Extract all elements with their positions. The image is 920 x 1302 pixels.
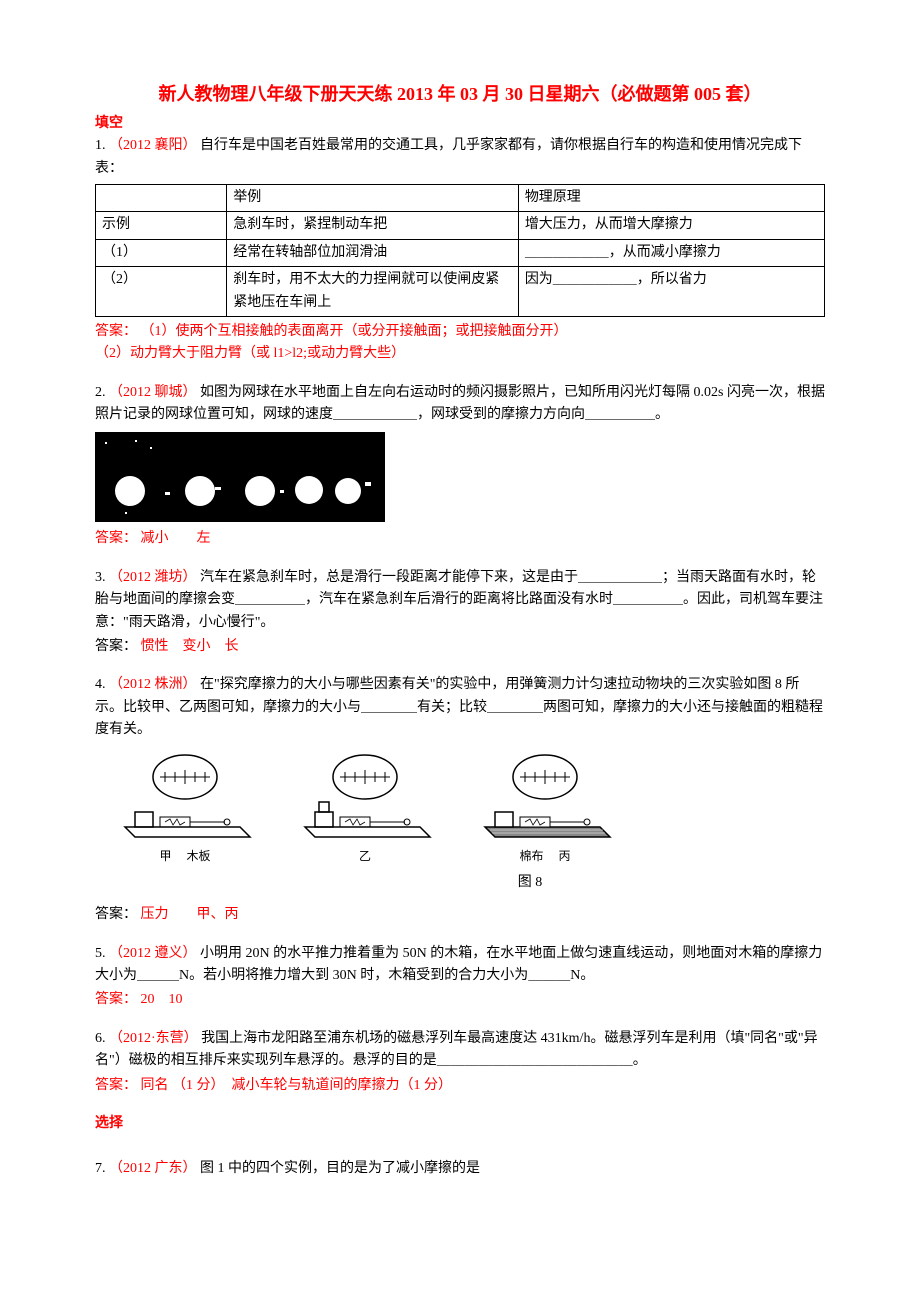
q1-num: 1. xyxy=(95,138,106,153)
label-bing: 丙 xyxy=(559,849,571,863)
q6-answer: 同名 （1 分） 减小车轮与轨道间的摩擦力（1 分） xyxy=(141,1078,453,1093)
q5-answer: 20 10 xyxy=(141,992,183,1007)
experiment-svg-a xyxy=(115,752,255,847)
section-choice: 选择 xyxy=(95,1113,825,1135)
q4-num: 4. xyxy=(95,677,106,692)
q1-table: 举例 物理原理 示例 急刹车时，紧捏制动车把 增大压力，从而增大摩擦力 （1） … xyxy=(95,184,825,317)
q3-answer: 惯性 变小 长 xyxy=(141,639,239,654)
noise-dot xyxy=(150,447,152,449)
q6-text: 我国上海市龙阳路至浦东机场的磁悬浮列车最高速度达 431km/h。磁悬浮列车是利… xyxy=(95,1031,818,1068)
q3-source: （2012 潍坊） xyxy=(109,570,197,585)
q6-num: 6. xyxy=(95,1031,106,1046)
exp-b: 乙 xyxy=(295,752,435,866)
cell xyxy=(96,184,227,211)
ball-1 xyxy=(115,476,145,506)
q1-answer-line1: 答案： （1）使两个互相接触的表面离开（或分开接触面；或把接触面分开） xyxy=(95,321,825,343)
exp-label-a: 甲 木板 xyxy=(159,847,210,866)
answer-label: 答案： xyxy=(95,1078,137,1093)
cell: 急刹车时，紧捏制动车把 xyxy=(227,212,519,239)
noise-dot xyxy=(165,492,170,495)
noise-dot xyxy=(125,512,127,514)
q3-num: 3. xyxy=(95,570,106,585)
q4-answer-line: 答案： 压力 甲、丙 xyxy=(95,904,825,926)
fig8-label: 图 8 xyxy=(235,872,825,894)
cell: （2） xyxy=(96,267,227,317)
noise-dot xyxy=(280,490,284,493)
cell: 刹车时，用不太大的力捏闸就可以使闸皮紧紧地压在车闸上 xyxy=(227,267,519,317)
question-5: 5. （2012 遵义） 小明用 20N 的水平推力推着重为 50N 的木箱，在… xyxy=(95,943,825,1012)
q5-num: 5. xyxy=(95,946,106,961)
answer-label: 答案： xyxy=(95,324,137,339)
q3-answer-line: 答案： 惯性 变小 长 xyxy=(95,636,825,658)
q7-num: 7. xyxy=(95,1161,106,1176)
experiment-svg-c xyxy=(475,752,615,847)
cell: 示例 xyxy=(96,212,227,239)
cell: 经常在转轴部位加润滑油 xyxy=(227,239,519,266)
q6-answer-line: 答案： 同名 （1 分） 减小车轮与轨道间的摩擦力（1 分） xyxy=(95,1075,825,1097)
cell: 增大压力，从而增大摩擦力 xyxy=(518,212,824,239)
noise-dot xyxy=(105,442,107,444)
q4-text: 在"探究摩擦力的大小与哪些因素有关"的实验中，用弹簧测力计匀速拉动物块的三次实验… xyxy=(95,677,823,737)
answer-label: 答案： xyxy=(95,907,137,922)
noise-dot xyxy=(215,487,221,490)
answer-label: 答案： xyxy=(95,531,137,546)
exp-label-c: 棉布 丙 xyxy=(519,847,570,866)
q4-source: （2012 株洲） xyxy=(109,677,197,692)
experiment-svg-b xyxy=(295,752,435,847)
table-row: 举例 物理原理 xyxy=(96,184,825,211)
answer-label: 答案： xyxy=(95,992,137,1007)
noise-dot xyxy=(365,482,371,486)
answer-label: 答案： xyxy=(95,639,137,654)
strobe-photo xyxy=(95,432,385,522)
question-1: 1. （2012 襄阳） 自行车是中国老百姓最常用的交通工具，几乎家家都有，请你… xyxy=(95,135,825,366)
q6-source: （2012·东营） xyxy=(109,1031,198,1046)
cell: 举例 xyxy=(227,184,519,211)
q4-figures: 甲 木板 乙 xyxy=(115,752,825,866)
q1-answer1: （1）使两个互相接触的表面离开（或分开接触面；或把接触面分开） xyxy=(141,324,568,339)
q2-source: （2012 聊城） xyxy=(109,385,197,400)
question-4: 4. （2012 株洲） 在"探究摩擦力的大小与哪些因素有关"的实验中，用弹簧测… xyxy=(95,674,825,926)
q1-source: （2012 襄阳） xyxy=(109,138,197,153)
section-fill: 填空 xyxy=(95,113,825,135)
label-jia: 甲 xyxy=(159,849,171,863)
q2-answer-line: 答案： 减小 左 xyxy=(95,528,825,550)
q2-image xyxy=(95,432,825,522)
q7-source: （2012 广东） xyxy=(109,1161,197,1176)
exp-c: 棉布 丙 xyxy=(475,752,615,866)
question-2: 2. （2012 聊城） 如图为网球在水平地面上自左向右运动时的频闪摄影照片，已… xyxy=(95,382,825,551)
ball-5 xyxy=(335,478,361,504)
cell: （1） xyxy=(96,239,227,266)
table-row: （2） 刹车时，用不太大的力捏闸就可以使闸皮紧紧地压在车闸上 因为＿＿＿＿＿＿，… xyxy=(96,267,825,317)
q5-source: （2012 遵义） xyxy=(109,946,197,961)
page-title: 新人教物理八年级下册天天练 2013 年 03 月 30 日星期六（必做题第 0… xyxy=(95,80,825,109)
exp-label-b: 乙 xyxy=(359,847,371,866)
exp-a: 甲 木板 xyxy=(115,752,255,866)
noise-dot xyxy=(135,440,137,442)
question-7: 7. （2012 广东） 图 1 中的四个实例，目的是为了减小摩擦的是 xyxy=(95,1158,825,1180)
table-row: （1） 经常在转轴部位加润滑油 ＿＿＿＿＿＿，从而减小摩擦力 xyxy=(96,239,825,266)
q2-text: 如图为网球在水平地面上自左向右运动时的频闪摄影照片，已知所用闪光灯每隔 0.02… xyxy=(95,385,825,422)
cell: ＿＿＿＿＿＿，从而减小摩擦力 xyxy=(518,239,824,266)
q5-answer-line: 答案： 20 10 xyxy=(95,989,825,1011)
ball-3 xyxy=(245,476,275,506)
cell: 因为＿＿＿＿＿＿，所以省力 xyxy=(518,267,824,317)
cell: 物理原理 xyxy=(518,184,824,211)
q7-text: 图 1 中的四个实例，目的是为了减小摩擦的是 xyxy=(200,1161,480,1176)
label-wood: 木板 xyxy=(187,849,211,863)
label-cotton: 棉布 xyxy=(519,849,543,863)
question-3: 3. （2012 潍坊） 汽车在紧急刹车时，总是滑行一段距离才能停下来，这是由于… xyxy=(95,567,825,659)
ball-2 xyxy=(185,476,215,506)
q1-text: 自行车是中国老百姓最常用的交通工具，几乎家家都有，请你根据自行车的构造和使用情况… xyxy=(95,138,802,175)
ball-4 xyxy=(295,476,323,504)
table-row: 示例 急刹车时，紧捏制动车把 增大压力，从而增大摩擦力 xyxy=(96,212,825,239)
q1-answer2: （2）动力臂大于阻力臂（或 l1>l2;或动力臂大些） xyxy=(95,343,825,365)
q5-text: 小明用 20N 的水平推力推着重为 50N 的木箱，在水平地面上做匀速直线运动，… xyxy=(95,946,822,983)
q2-num: 2. xyxy=(95,385,106,400)
question-6: 6. （2012·东营） 我国上海市龙阳路至浦东机场的磁悬浮列车最高速度达 43… xyxy=(95,1028,825,1097)
q4-answer: 压力 甲、丙 xyxy=(141,907,239,922)
q3-text: 汽车在紧急刹车时，总是滑行一段距离才能停下来，这是由于＿＿＿＿＿＿；当雨天路面有… xyxy=(95,570,823,630)
q2-answer: 减小 左 xyxy=(141,531,211,546)
